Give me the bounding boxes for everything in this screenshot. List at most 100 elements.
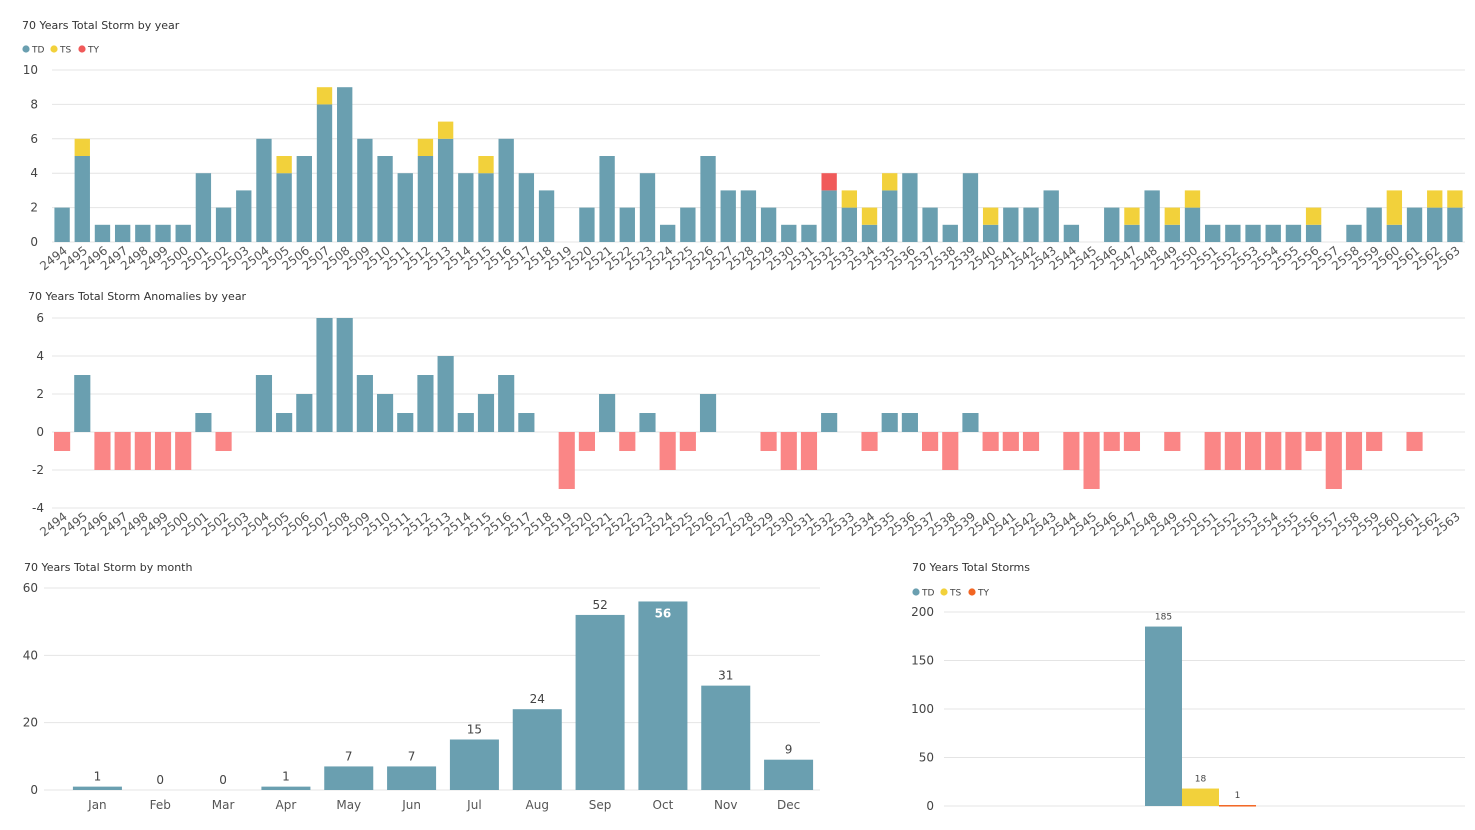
legend-marker [50,45,58,53]
y-tick-label: 2 [30,201,38,215]
y-tick-label: -2 [32,463,44,477]
data-label: 7 [345,749,353,763]
bar [324,766,374,790]
bar-td [54,207,70,242]
bar [276,413,293,432]
bar-td [1124,224,1140,242]
bar-td [659,224,676,242]
bar-td [1386,224,1403,242]
bar [679,432,696,451]
bar-ts [841,190,858,208]
bar [575,614,625,790]
bar-td [1305,224,1322,242]
bar [114,432,131,470]
x-tick-label: Sep [589,798,612,812]
bar [1265,432,1282,470]
bar-td [478,173,494,242]
bar [982,432,999,451]
bar-td [922,207,938,242]
bar [1002,432,1019,451]
bar-td [256,138,272,242]
bar-ts [861,207,878,225]
bar-ts [276,156,292,174]
bar-td [155,224,171,242]
chart-anomalies-by-year: 70 Years Total Storm Anomalies by year -… [0,280,1475,540]
bar [376,394,394,432]
bar-ts [1164,207,1180,225]
bar [1305,432,1322,451]
bar-td [538,190,555,242]
bar [659,432,676,470]
bar [518,413,535,432]
chart-total-storms: 70 Years Total Storms TD TS TY 0 50 100 150 20… [880,555,1475,830]
bar-td [498,138,514,242]
data-label: 0 [219,773,227,787]
bar [1325,432,1342,489]
bar [72,786,122,790]
bar-ty [1219,805,1256,807]
x-tick-label: Oct [653,798,674,812]
data-label: 185 [1155,613,1172,623]
x-tick-label: Apr [276,798,297,812]
bar-ts [316,87,333,105]
bar-td [74,156,90,242]
legend-marker [940,588,948,596]
bar-td [94,224,111,242]
bar-td [1043,190,1059,242]
y-tick-label: 40 [23,648,38,662]
bar-ts [1447,190,1463,208]
data-label: 52 [592,598,607,612]
data-label: 1 [282,770,290,784]
y-tick-label: 10 [23,63,38,77]
y-tick-label: -4 [32,501,44,515]
chart-title: 70 Years Total Storm by year [22,19,180,32]
bar [1103,432,1120,451]
y-tick-label: 100 [911,702,934,716]
data-label: 9 [785,743,793,757]
x-tick-label: Jun [401,798,421,812]
bar-td [781,224,797,242]
bar [638,601,688,790]
bar-td [397,173,413,242]
y-tick-label: 6 [36,311,44,325]
bar-td [1063,224,1080,242]
bar-td [579,207,595,242]
bar [449,739,499,790]
y-tick-label: 2 [36,387,44,401]
data-label: 31 [718,669,733,683]
bar-td [1265,224,1281,242]
bar [54,432,71,451]
bar-ts [417,138,434,156]
bar [578,432,595,451]
bar [1063,432,1080,470]
data-label: 0 [156,773,164,787]
bar-td [619,207,635,242]
data-label: 24 [530,692,545,706]
bar [261,786,311,790]
x-tick-label: May [336,798,361,812]
bar [1123,432,1141,451]
chart-storm-by-year: 70 Years Total Storm by year TD TS TY 0 2 4 6… [0,0,1475,280]
bar-ty [821,173,837,191]
data-label: 18 [1195,775,1207,785]
y-tick-label: 4 [30,166,38,180]
x-tick-label: Jul [466,798,481,812]
bar-td [316,104,333,243]
bar [94,432,111,470]
bar-td [720,190,736,242]
bar-ts [478,156,494,174]
bar-td [458,173,474,242]
bar-td [902,173,918,242]
legend-marker [22,45,30,53]
bar [942,432,959,470]
x-tick-label: Aug [526,798,549,812]
bar-ts [74,138,90,156]
bar-td [114,224,131,242]
bar-td [942,224,958,242]
bar [962,413,979,432]
legend-label: TS [949,589,961,599]
y-tick-label: 50 [919,751,934,765]
y-tick-label: 4 [36,349,44,363]
bar-td [982,224,999,242]
bar [1244,432,1262,470]
